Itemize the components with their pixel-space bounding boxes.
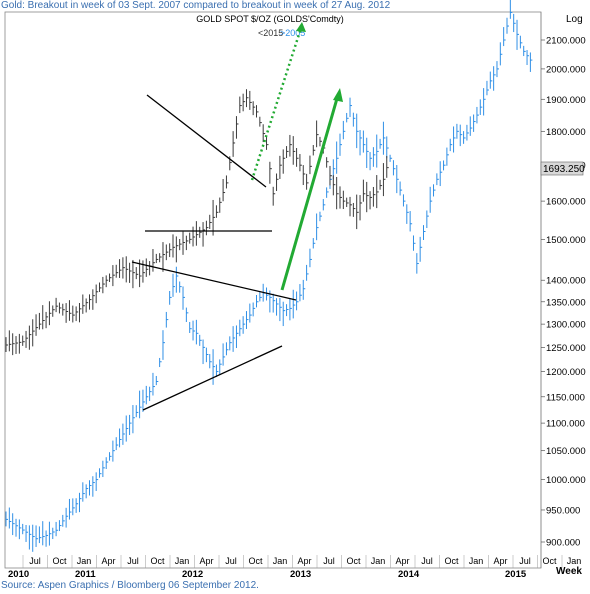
breakout-arrow-2007 bbox=[250, 24, 304, 181]
x-year-label: 2013 bbox=[290, 569, 311, 580]
x-year-label: 2012 bbox=[182, 569, 203, 580]
series-2012 bbox=[5, 0, 533, 552]
series-2007 bbox=[5, 89, 389, 356]
x-month-label: Oct bbox=[150, 556, 165, 566]
y-tick-label: 1200.000 bbox=[546, 367, 586, 378]
x-axis-label: Week bbox=[556, 566, 582, 577]
trendline-2012-upper bbox=[131, 261, 297, 301]
x-month-label: Jan bbox=[273, 556, 288, 566]
x-month-label: Jan bbox=[469, 556, 484, 566]
x-year-label: 2010 bbox=[8, 569, 29, 580]
last-price-label: 1693.250 bbox=[543, 164, 585, 175]
x-axis: Jul Oct Jan Apr Jul Oct Jan Apr Jul Oct Jan Apr Jul O… bbox=[8, 555, 581, 580]
breakout-arrow-2012 bbox=[280, 94, 340, 291]
x-month-label: Jul bbox=[225, 556, 237, 566]
x-month-label: Jan bbox=[77, 556, 92, 566]
source-note: Source: Aspen Graphics / Bloomberg 06 Se… bbox=[1, 580, 259, 591]
x-month-label: Oct bbox=[248, 556, 263, 566]
y-tick-label: 1300.000 bbox=[546, 320, 586, 331]
x-month-label: Apr bbox=[297, 556, 311, 566]
y-tick-label: 2100.000 bbox=[546, 36, 586, 47]
x-year-label: 2014 bbox=[398, 569, 420, 580]
y-tick-label: 1150.000 bbox=[546, 392, 585, 403]
x-month-label: Jul bbox=[519, 556, 531, 566]
legend-2015: <2015 bbox=[258, 28, 283, 38]
x-month-label: Apr bbox=[199, 556, 213, 566]
scale-label: Log bbox=[566, 14, 583, 25]
legend: <2015 >2005 bbox=[258, 28, 305, 38]
y-axis-ticks: 900.000 950.000 1000.000 1050.000 1100.000 11… bbox=[541, 36, 586, 549]
x-month-label: Oct bbox=[346, 556, 361, 566]
y-tick-label: 1350.000 bbox=[546, 297, 586, 308]
x-month-label: Jan bbox=[175, 556, 190, 566]
y-tick-label: 900.000 bbox=[546, 538, 580, 549]
x-month-label: Oct bbox=[52, 556, 67, 566]
x-month-label: Jul bbox=[127, 556, 139, 566]
x-month-label: Apr bbox=[395, 556, 409, 566]
y-tick-label: 1600.000 bbox=[546, 197, 586, 208]
legend-2005: >2005 bbox=[280, 28, 305, 38]
annotations bbox=[131, 22, 343, 411]
chart-header: GOLD SPOT $/OZ (GOLDS'Comdty) bbox=[196, 14, 344, 24]
trendline-2012-lower bbox=[142, 345, 283, 411]
x-month-label: Jan bbox=[567, 556, 582, 566]
y-tick-label: 2000.000 bbox=[546, 64, 586, 75]
x-month-label: Jan bbox=[371, 556, 386, 566]
y-tick-label: 1400.000 bbox=[546, 276, 586, 287]
x-month-label: Jul bbox=[323, 556, 335, 566]
x-month-label: Oct bbox=[542, 556, 557, 566]
x-year-label: 2011 bbox=[75, 569, 96, 580]
y-tick-label: 1800.000 bbox=[546, 127, 586, 138]
y-tick-label: 1500.000 bbox=[546, 235, 586, 246]
trendline-2007-upper bbox=[146, 94, 267, 188]
last-price-box: 1693.250 bbox=[540, 161, 585, 176]
x-month-label: Apr bbox=[493, 556, 507, 566]
y-tick-label: 1900.000 bbox=[546, 95, 586, 106]
x-month-label: Jul bbox=[421, 556, 433, 566]
arrowhead-2007 bbox=[296, 22, 306, 32]
x-year-label: 2015 bbox=[505, 569, 527, 580]
x-month-label: Oct bbox=[444, 556, 459, 566]
y-tick-label: 950.000 bbox=[546, 505, 580, 516]
x-month-label: Apr bbox=[101, 556, 115, 566]
y-tick-label: 1250.000 bbox=[546, 343, 586, 354]
y-tick-label: 1050.000 bbox=[546, 446, 586, 457]
arrowhead-2012 bbox=[333, 88, 343, 102]
chart-title-note: Gold: Breakout in week of 03 Sept. 2007 … bbox=[1, 0, 391, 11]
y-tick-label: 1000.000 bbox=[546, 475, 586, 486]
y-tick-label: 1100.000 bbox=[546, 419, 585, 430]
plot-area bbox=[4, 11, 542, 569]
x-month-label: Jul bbox=[29, 556, 41, 566]
